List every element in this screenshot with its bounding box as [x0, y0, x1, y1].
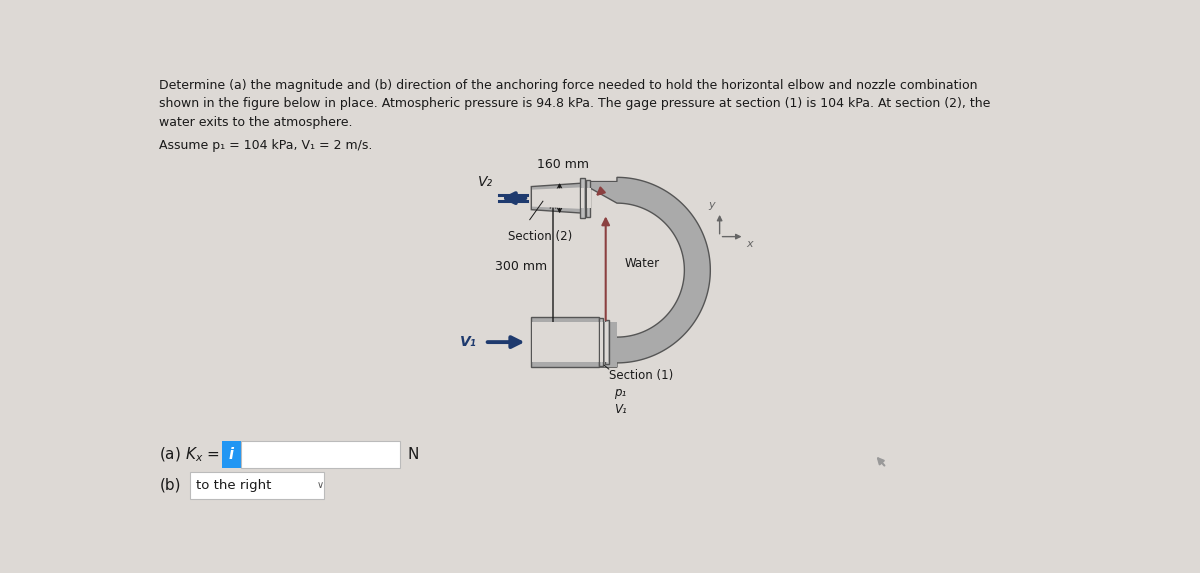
Text: Water: Water — [625, 257, 660, 270]
FancyBboxPatch shape — [241, 441, 400, 468]
Text: V₁: V₁ — [614, 403, 626, 416]
FancyBboxPatch shape — [581, 189, 584, 208]
Text: water exits to the atmosphere.: water exits to the atmosphere. — [160, 116, 353, 129]
Text: to the right: to the right — [197, 479, 272, 492]
FancyBboxPatch shape — [605, 323, 608, 362]
Text: (a) $K_x$ =: (a) $K_x$ = — [160, 445, 220, 464]
Text: p₁: p₁ — [614, 386, 626, 399]
Text: Section (1): Section (1) — [608, 369, 673, 382]
Text: (b): (b) — [160, 478, 181, 493]
Polygon shape — [532, 183, 582, 213]
Text: V₂: V₂ — [478, 175, 492, 189]
Text: Assume p₁ = 104 kPa, V₁ = 2 m/s.: Assume p₁ = 104 kPa, V₁ = 2 m/s. — [160, 139, 373, 152]
FancyBboxPatch shape — [586, 322, 617, 367]
Text: ∨: ∨ — [317, 480, 324, 490]
FancyBboxPatch shape — [191, 472, 324, 499]
FancyBboxPatch shape — [532, 323, 599, 362]
FancyBboxPatch shape — [586, 180, 590, 217]
FancyBboxPatch shape — [599, 318, 604, 366]
FancyBboxPatch shape — [580, 178, 584, 218]
FancyBboxPatch shape — [582, 183, 586, 213]
FancyBboxPatch shape — [586, 182, 617, 188]
FancyBboxPatch shape — [589, 189, 592, 208]
FancyBboxPatch shape — [600, 323, 602, 362]
FancyBboxPatch shape — [532, 317, 599, 367]
Text: y: y — [708, 199, 715, 210]
Text: Determine (a) the magnitude and (b) direction of the anchoring force needed to h: Determine (a) the magnitude and (b) dire… — [160, 79, 978, 92]
Text: x: x — [746, 239, 754, 249]
Text: i: i — [229, 447, 234, 462]
Polygon shape — [586, 177, 710, 367]
Text: Section (2): Section (2) — [508, 230, 572, 244]
FancyBboxPatch shape — [222, 441, 241, 468]
FancyBboxPatch shape — [587, 189, 589, 208]
Text: V₁: V₁ — [460, 335, 478, 349]
Polygon shape — [532, 187, 582, 209]
FancyBboxPatch shape — [605, 320, 608, 364]
Text: shown in the figure below in place. Atmospheric pressure is 94.8 kPa. The gage p: shown in the figure below in place. Atmo… — [160, 97, 991, 110]
Text: 300 mm: 300 mm — [494, 260, 547, 273]
Text: N: N — [407, 447, 419, 462]
Text: 160 mm: 160 mm — [538, 158, 589, 171]
